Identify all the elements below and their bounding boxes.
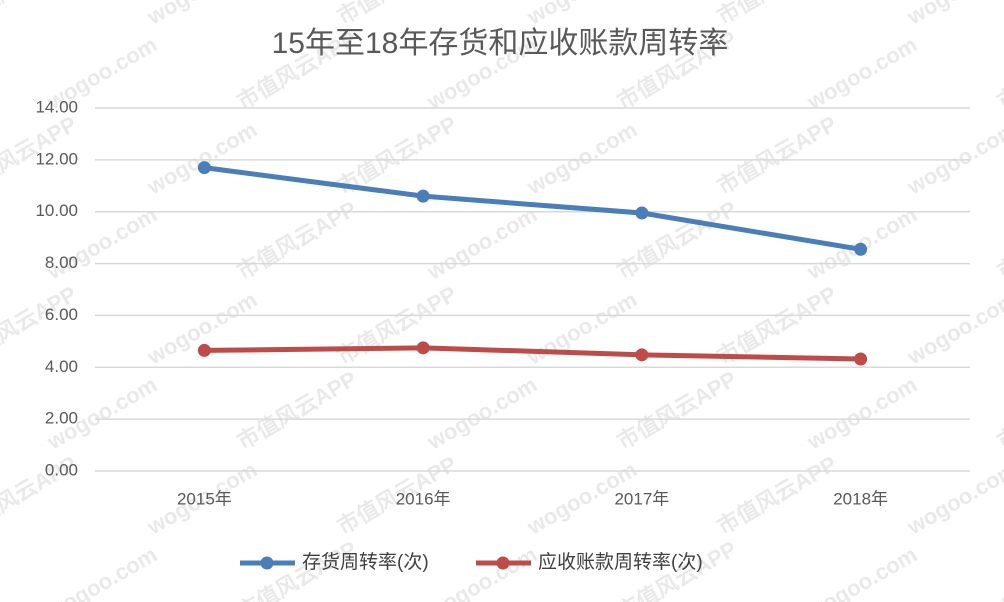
watermark-text: wogoo.com xyxy=(802,32,921,115)
y-tick-label: 10.00 xyxy=(35,201,78,220)
watermark-text: wogoo.com xyxy=(902,0,1004,30)
watermark-text: wogoo.com xyxy=(902,457,1004,540)
data-point xyxy=(416,189,430,203)
legend-label: 存货周转率(次) xyxy=(302,551,429,573)
y-tick-label: 6.00 xyxy=(45,305,78,324)
x-tick-label: 2015年 xyxy=(177,489,232,508)
watermark-text: wogoo.com xyxy=(802,372,921,455)
x-tick-label: 2017年 xyxy=(614,489,669,508)
watermark-text: wogoo.com xyxy=(142,117,261,200)
y-tick-label: 4.00 xyxy=(45,357,78,376)
data-point xyxy=(416,341,430,355)
watermark-text: wogoo.com xyxy=(522,287,641,370)
watermark-text: 市值风云APP xyxy=(613,196,741,284)
watermark-text: wogoo.com xyxy=(522,0,641,30)
series-line xyxy=(204,165,862,252)
watermark-text: wogoo.com xyxy=(422,542,541,602)
x-tick-label: 2018年 xyxy=(833,489,888,508)
data-point xyxy=(854,242,868,256)
legend-marker xyxy=(260,556,274,570)
data-point xyxy=(854,352,868,366)
y-tick-label: 2.00 xyxy=(45,409,78,428)
y-tick-label: 8.00 xyxy=(45,253,78,272)
data-point xyxy=(635,348,649,362)
watermark-text: wogoo.com xyxy=(422,202,541,285)
watermark-text: wogoo.com xyxy=(522,117,641,200)
watermark-text: 市值风云APP xyxy=(993,366,1004,454)
watermark-text: 市值风云APP xyxy=(333,0,461,29)
watermark-text: 市值风云APP xyxy=(713,451,841,539)
watermark-text: 市值风云APP xyxy=(613,366,741,454)
chart-title: 15年至18年存货和应收账款周转率 xyxy=(272,27,729,60)
y-tick-label: 12.00 xyxy=(35,149,78,168)
watermark-text: wogoo.com xyxy=(422,372,541,455)
watermark-text: 市值风云APP xyxy=(233,366,361,454)
watermark-text: 市值风云APP xyxy=(0,0,81,29)
watermark-text: wogoo.com xyxy=(902,117,1004,200)
legend-label: 应收账款周转率(次) xyxy=(538,551,703,573)
watermark-text: wogoo.com xyxy=(902,287,1004,370)
watermark-text: 市值风云APP xyxy=(993,536,1004,602)
data-point xyxy=(197,343,211,357)
legend-marker xyxy=(496,556,510,570)
data-point xyxy=(635,206,649,220)
y-tick-label: 14.00 xyxy=(35,97,78,116)
watermark-text: wogoo.com xyxy=(802,542,921,602)
watermark-text: 市值风云APP xyxy=(713,111,841,199)
series-line xyxy=(204,345,861,362)
watermark-text: wogoo.com xyxy=(42,542,161,602)
watermark-text: 市值风云APP xyxy=(993,196,1004,284)
watermark-text: wogoo.com xyxy=(142,287,261,370)
data-point xyxy=(197,161,211,175)
watermark-text: 市值风云APP xyxy=(333,281,461,369)
watermark-text: wogoo.com xyxy=(142,0,261,30)
watermark-text: 市值风云APP xyxy=(713,0,841,29)
watermark-text: 市值风云APP xyxy=(233,196,361,284)
watermark-text: 市值风云APP xyxy=(993,26,1004,114)
x-tick-label: 2016年 xyxy=(396,489,451,508)
y-tick-label: 0.00 xyxy=(45,460,78,479)
